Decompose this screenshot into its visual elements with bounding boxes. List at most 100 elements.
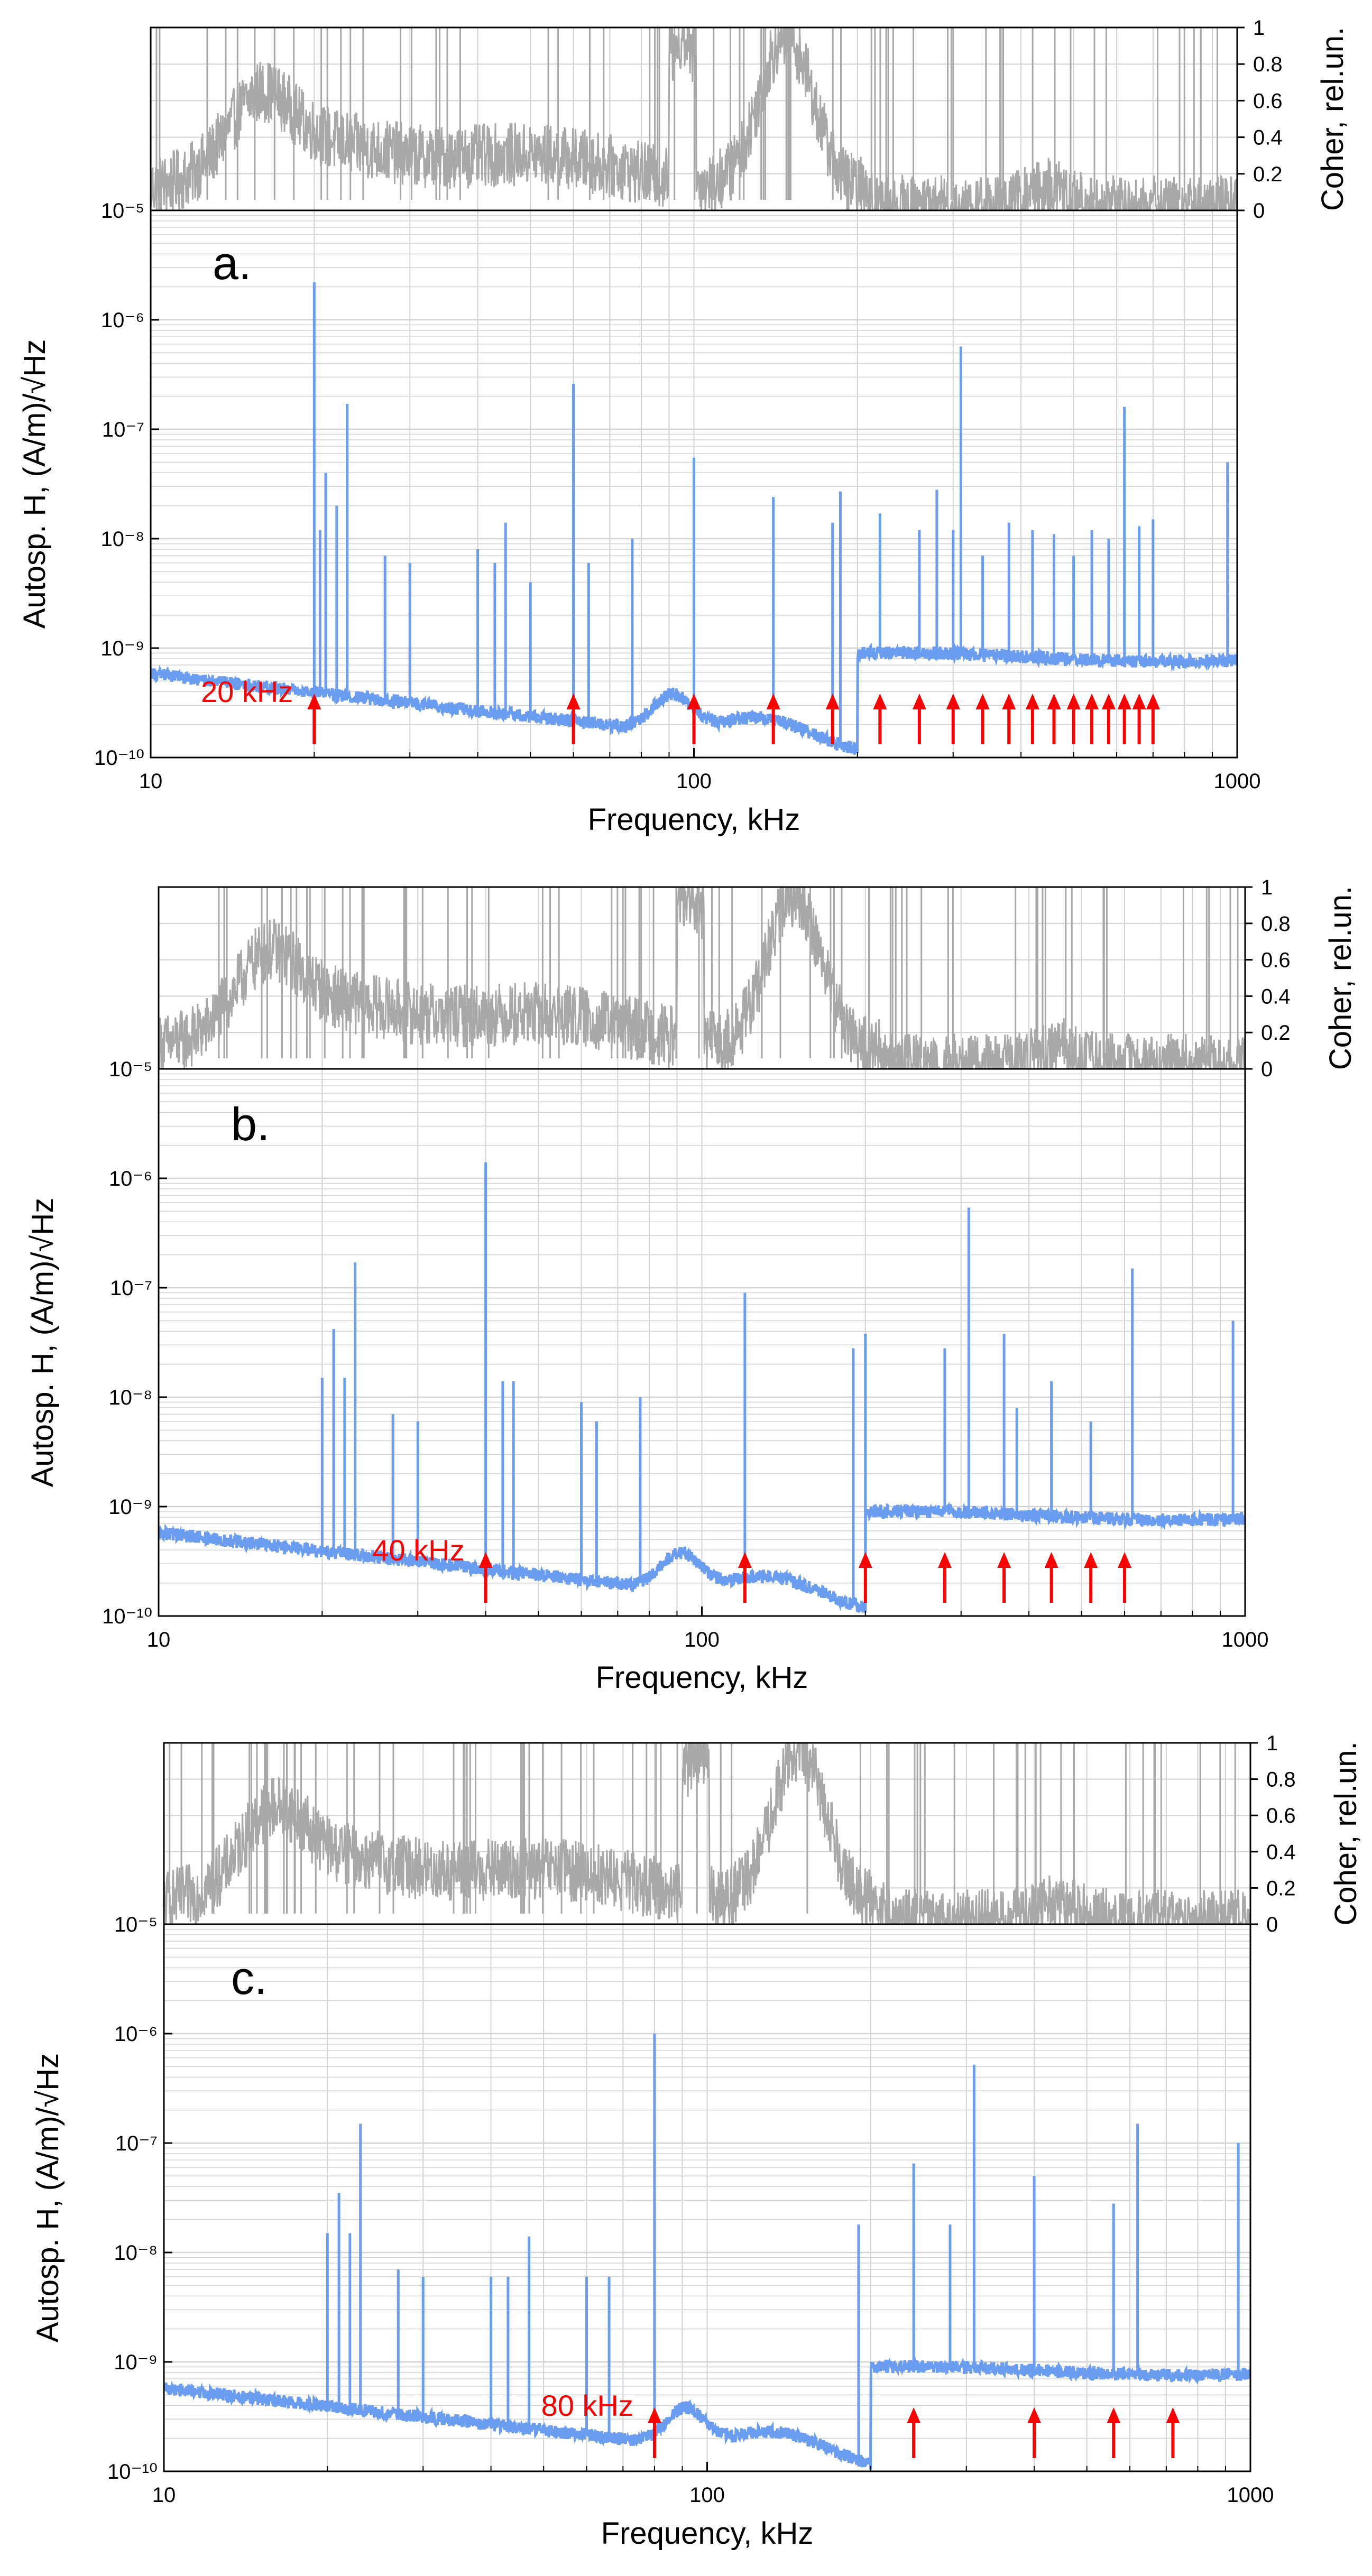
harmonic-label: 80 kHz <box>541 2389 633 2422</box>
harmonic-arrow <box>997 1552 1011 1603</box>
harmonic-arrow <box>687 694 701 744</box>
coher-tick-label: 0.6 <box>1253 89 1283 113</box>
harmonic-arrows <box>478 1552 1132 1603</box>
harmonic-label: 20 kHz <box>201 675 293 708</box>
y-tick-label: 10⁻⁶ <box>114 2023 158 2046</box>
y-tick-label: 10⁻¹⁰ <box>94 746 144 770</box>
x-tick-label: 10 <box>139 770 163 793</box>
harmonic-arrow <box>1166 2407 1180 2458</box>
coher-tick-label: 0.4 <box>1266 1841 1296 1864</box>
harmonic-arrow <box>975 694 990 744</box>
x-tick-label: 1000 <box>1214 770 1261 793</box>
spectrum-series <box>164 2356 1250 2470</box>
harmonic-arrow <box>478 1552 493 1603</box>
x-tick-label: 10 <box>152 2483 176 2507</box>
harmonic-arrow <box>825 694 840 744</box>
harmonic-arrow <box>1118 1552 1132 1603</box>
coher-tick-label: 0.2 <box>1266 1877 1296 1900</box>
x-axis-label: Frequency, kHz <box>601 2516 814 2551</box>
panel-a: 10 100 1000 10⁻¹⁰ 10⁻⁹ 10⁻⁸ 10⁻⁷ 10⁻⁶ 10⁻⁵ 0 0.2 0.… <box>17 16 1350 837</box>
coher-tick-label: 0.8 <box>1266 1768 1296 1792</box>
harmonic-arrow <box>1002 694 1016 744</box>
x-tick-label: 1000 <box>1222 1628 1269 1651</box>
x-tick-label: 10 <box>147 1628 171 1651</box>
x-tick-label: 100 <box>684 1628 720 1651</box>
coher-tick-label: 0 <box>1253 199 1265 223</box>
panel-label: c. <box>231 1952 267 2004</box>
y-tick-label: 10⁻¹⁰ <box>107 2460 158 2483</box>
x-axis-label: Frequency, kHz <box>588 802 800 837</box>
spectrum-peaks <box>312 282 1229 745</box>
harmonic-arrow <box>937 1552 952 1603</box>
harmonic-arrow <box>873 694 887 744</box>
spectrum-peaks <box>326 2034 1240 2460</box>
panel-c: 10 100 1000 10⁻¹⁰ 10⁻⁹ 10⁻⁸ 10⁻⁷ 10⁻⁶ 10⁻⁵ 0 0.2 0.… <box>31 1732 1363 2551</box>
grid <box>159 887 1245 1616</box>
harmonic-arrow <box>1117 694 1131 744</box>
spectrum-peaks <box>320 1162 1235 1608</box>
harmonic-arrow <box>912 694 926 744</box>
y-tick-label: 10⁻¹⁰ <box>102 1605 152 1628</box>
harmonic-arrow <box>858 1552 872 1603</box>
coher-tick-label: 0 <box>1266 1913 1278 1936</box>
y-tick-label: 10⁻⁶ <box>109 1167 152 1190</box>
harmonic-arrow <box>946 694 960 744</box>
panel-b: 10 100 1000 10⁻¹⁰ 10⁻⁹ 10⁻⁸ 10⁻⁷ 10⁻⁶ 10⁻⁵ 0 0.2 0.… <box>25 876 1358 1695</box>
y-tick-label: 10⁻⁶ <box>101 309 144 332</box>
coherence-series <box>159 887 1245 1069</box>
x-tick-label: 100 <box>676 770 712 793</box>
coher-tick-label: 0.8 <box>1253 53 1283 76</box>
harmonic-arrow <box>1047 694 1061 744</box>
y-tick-label: 10⁻⁹ <box>114 2351 158 2374</box>
harmonic-arrow <box>1101 694 1116 744</box>
coher-axis-label: Coher, rel.un. <box>1323 886 1358 1070</box>
coherence-spikes <box>155 27 1218 200</box>
harmonic-arrow <box>1107 2407 1121 2458</box>
coher-tick-label: 1 <box>1266 1732 1278 1755</box>
harmonic-arrow <box>1044 1552 1058 1603</box>
coher-tick-label: 1 <box>1253 16 1265 40</box>
x-tick-label: 100 <box>689 2483 725 2507</box>
x-tick-label: 1000 <box>1227 2483 1274 2507</box>
y-tick-label: 10⁻⁸ <box>114 2241 158 2265</box>
coher-axis-label: Coher, rel.un. <box>1315 27 1350 211</box>
harmonic-arrow <box>738 1552 752 1603</box>
harmonic-label: 40 kHz <box>372 1534 464 1567</box>
y-tick-label: 10⁻⁹ <box>108 1495 152 1519</box>
harmonic-arrows <box>647 2407 1180 2458</box>
y-tick-label: 10⁻⁸ <box>101 528 144 551</box>
coher-tick-label: 0.2 <box>1261 1021 1291 1045</box>
harmonic-arrow <box>1066 694 1081 744</box>
harmonic-arrow <box>647 2407 661 2458</box>
coherence-series <box>164 1743 1250 1924</box>
coher-tick-label: 0 <box>1261 1058 1273 1081</box>
spectrum-series <box>159 1501 1245 1613</box>
y-axis-label: Autosp. H, (A/m)/√Hz <box>31 2053 65 2343</box>
y-tick-label: 10⁻⁹ <box>100 637 144 660</box>
harmonic-arrow <box>907 2407 921 2458</box>
y-tick-label: 10⁻⁷ <box>115 2132 158 2155</box>
y-tick-label: 10⁻⁵ <box>114 1913 158 1936</box>
coher-tick-label: 0.4 <box>1261 985 1291 1008</box>
harmonic-arrow <box>1146 694 1160 744</box>
coherence-spikes <box>169 1743 1236 1914</box>
coher-tick-label: 0.6 <box>1266 1804 1296 1827</box>
coher-axis-label: Coher, rel.un. <box>1329 1741 1363 1925</box>
harmonic-arrow <box>1025 694 1039 744</box>
y-axis-label: Autosp. H, (A/m)/√Hz <box>25 1198 60 1488</box>
coher-tick-label: 1 <box>1261 876 1273 899</box>
y-tick-label: 10⁻⁵ <box>101 199 144 223</box>
y-tick-label: 10⁻⁵ <box>109 1058 152 1081</box>
harmonic-arrow <box>566 694 581 744</box>
coherence-spikes <box>218 887 1239 1058</box>
panel-label: b. <box>231 1098 270 1150</box>
y-tick-label: 10⁻⁸ <box>109 1386 152 1409</box>
y-tick-label: 10⁻⁷ <box>110 1277 152 1300</box>
harmonic-arrow <box>1027 2407 1042 2458</box>
x-axis-label: Frequency, kHz <box>596 1660 808 1695</box>
harmonic-arrow <box>1132 694 1146 744</box>
coher-tick-label: 0.6 <box>1261 949 1291 972</box>
harmonic-arrows <box>307 694 1160 744</box>
panel-label: a. <box>213 237 251 289</box>
harmonic-arrow <box>307 694 321 744</box>
